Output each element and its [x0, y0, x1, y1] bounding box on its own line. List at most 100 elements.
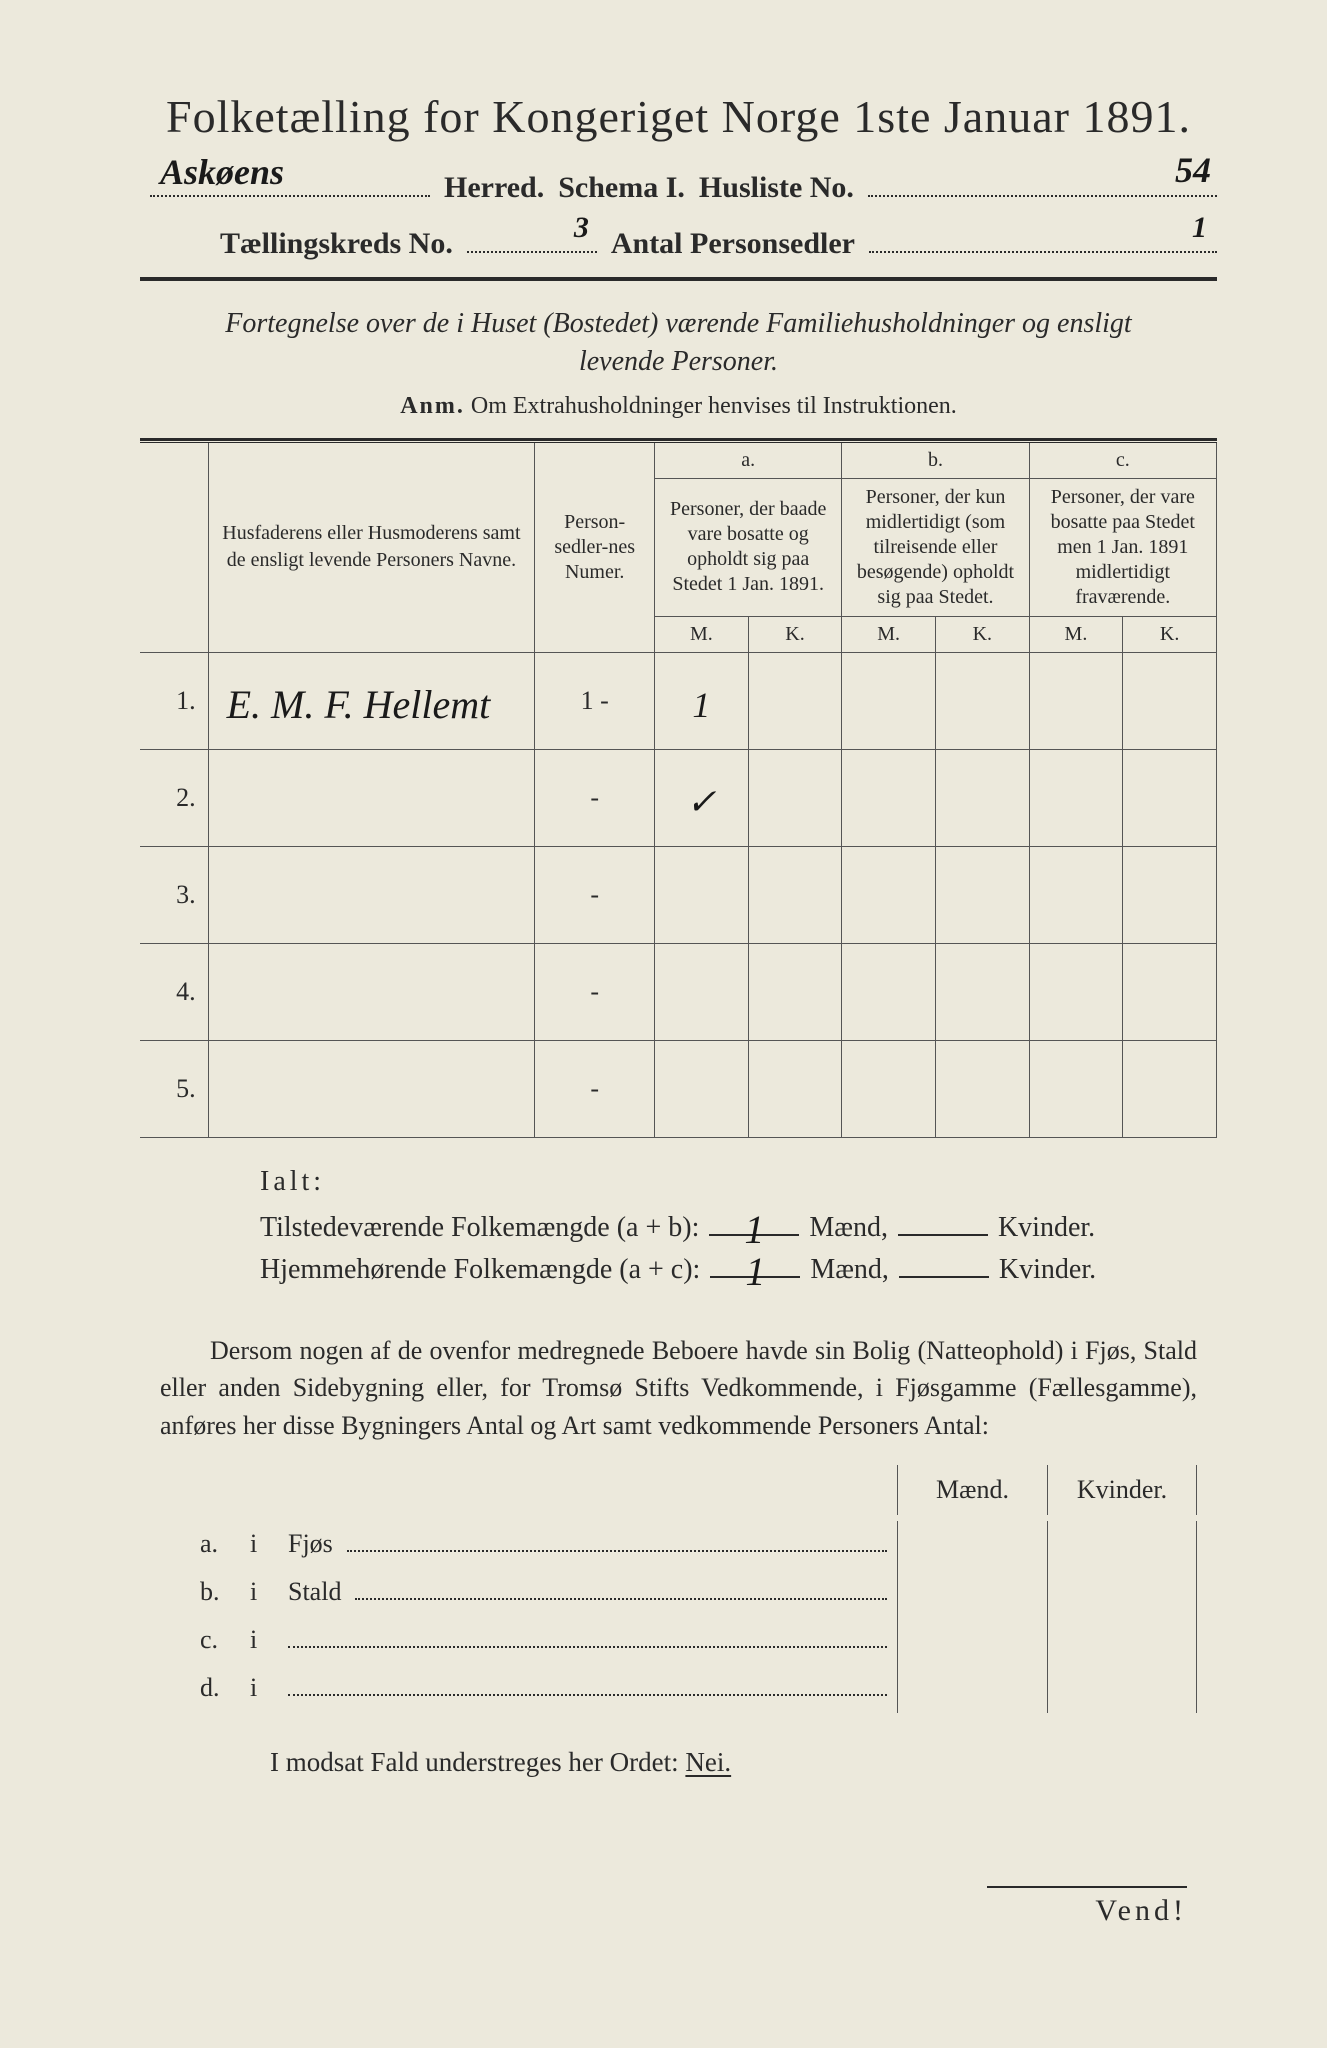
- sum-line-resident: Hjemmehørende Folkemængde (a + c): 1 Mæn…: [260, 1254, 1217, 1286]
- outbuilding-table: Mænd. Kvinder.: [200, 1465, 1197, 1515]
- col-b-head: b.: [842, 441, 1029, 478]
- col-nums-header: Person-sedler-nes Numer.: [535, 441, 655, 652]
- outbuilding-row: a. i Fjøs: [200, 1521, 897, 1569]
- col-a-k: K.: [748, 616, 842, 652]
- herred-value: Askøens: [160, 151, 284, 193]
- table-row: 5.-: [140, 1040, 1217, 1137]
- row-i: i: [250, 1625, 274, 1655]
- cell-bK: [935, 749, 1029, 846]
- outbuilding-paragraph: Dersom nogen af de ovenfor medregnede Be…: [160, 1332, 1197, 1445]
- nei-before: I modsat Fald understreges her Ordet:: [270, 1747, 685, 1777]
- row-dots: [288, 1623, 887, 1648]
- cell-aM: [655, 943, 749, 1040]
- cell-bK: [935, 943, 1029, 1040]
- cell-cK: [1123, 943, 1217, 1040]
- table-row: 3.-: [140, 846, 1217, 943]
- page-title: Folketælling for Kongeriget Norge 1ste J…: [140, 90, 1217, 143]
- row-maend-cell: [897, 1569, 1047, 1617]
- outbuilding-row: b. i Stald: [200, 1569, 897, 1617]
- col-b-text: Personer, der kun midlertidigt (som tilr…: [842, 478, 1029, 616]
- cell-value: 1: [692, 685, 710, 725]
- row-i: i: [250, 1529, 274, 1559]
- cell-aM: ✓: [655, 749, 749, 846]
- header-line-kreds: Tællingskreds No. 3 Antal Personsedler 1: [140, 221, 1217, 261]
- cell-aK: [748, 749, 842, 846]
- ialt-label: Ialt:: [260, 1166, 1217, 1198]
- sum-present-m: 1: [744, 1206, 764, 1253]
- row-number: 4.: [140, 943, 208, 1040]
- col-b-m: M.: [842, 616, 936, 652]
- row-label: Stald: [288, 1577, 341, 1607]
- row-kvinder-cell: [1047, 1617, 1197, 1665]
- col-c-m: M.: [1029, 616, 1123, 652]
- cell-nums: 1 -: [535, 652, 655, 749]
- table-row: 1.E. M. F. Hellemt1 - 1: [140, 652, 1217, 749]
- row-dots: [347, 1527, 887, 1552]
- divider-heavy: [140, 277, 1217, 281]
- cell-cK: [1123, 846, 1217, 943]
- header-line-herred: Askøens Herred. Schema I. Husliste No. 5…: [140, 165, 1217, 205]
- row-letter: b.: [200, 1577, 236, 1607]
- kvinder-label: Kvinder.: [998, 1212, 1095, 1244]
- census-table-body: 1.E. M. F. Hellemt1 - 1 2. -✓ 3.-4.-5.-: [140, 652, 1217, 1137]
- cell-aK: [748, 943, 842, 1040]
- name-cell: E. M. F. Hellemt: [208, 652, 535, 749]
- maend-label: Mænd,: [809, 1212, 888, 1244]
- col-c-k: K.: [1123, 616, 1217, 652]
- name-cell: [208, 943, 535, 1040]
- row-i: i: [250, 1673, 274, 1703]
- cell-bM: [842, 652, 936, 749]
- husliste-value: 54: [1175, 149, 1211, 191]
- cell-aM: [655, 846, 749, 943]
- schema-label: Schema I.: [558, 171, 685, 205]
- anm-text: Om Extrahusholdninger henvises til Instr…: [471, 393, 957, 419]
- cell-cM: [1029, 652, 1123, 749]
- outbuilding-row: d.i: [200, 1665, 897, 1713]
- col-c-head: c.: [1029, 441, 1216, 478]
- name-cell: [208, 1040, 535, 1137]
- cell-nums: -: [535, 846, 655, 943]
- cell-aK: [748, 652, 842, 749]
- row-maend-cell: [897, 1665, 1047, 1713]
- cell-bM: [842, 943, 936, 1040]
- col-a-m: M.: [655, 616, 749, 652]
- row-kvinder-cell: [1047, 1665, 1197, 1713]
- row-number: 1.: [140, 652, 208, 749]
- census-form-page: Folketælling for Kongeriget Norge 1ste J…: [0, 0, 1327, 2048]
- cell-aK: [748, 1040, 842, 1137]
- table-row: 4.-: [140, 943, 1217, 1040]
- name-cell: [208, 846, 535, 943]
- cell-aK: [748, 846, 842, 943]
- cell-aM: 1: [655, 652, 749, 749]
- cell-value: ✓: [686, 782, 716, 822]
- nei-line: I modsat Fald understreges her Ordet: Ne…: [270, 1747, 1217, 1778]
- kvinder-label: Kvinder.: [999, 1254, 1096, 1286]
- bottom-head-kvinder: Kvinder.: [1047, 1465, 1197, 1515]
- antal-label: Antal Personsedler: [611, 227, 855, 261]
- census-table: Husfaderens eller Husmoderens samt de en…: [140, 440, 1217, 1138]
- col-names-header: Husfaderens eller Husmoderens samt de en…: [208, 441, 535, 652]
- kreds-value: 3: [574, 211, 589, 245]
- sum-resident-m: 1: [745, 1248, 765, 1295]
- cell-cK: [1123, 749, 1217, 846]
- row-letter: a.: [200, 1529, 236, 1559]
- vend-label: Vend!: [987, 1886, 1187, 1928]
- name-cell: [208, 749, 535, 846]
- col-b-k: K.: [935, 616, 1029, 652]
- cell-bM: [842, 846, 936, 943]
- cell-cM: [1029, 846, 1123, 943]
- col-a-head: a.: [655, 441, 842, 478]
- cell-aM: [655, 1040, 749, 1137]
- row-maend-cell: [897, 1521, 1047, 1569]
- cell-cM: [1029, 749, 1123, 846]
- outbuilding-rows: a.iFjøsb.iStaldc.id.i: [200, 1521, 1197, 1713]
- row-kvinder-cell: [1047, 1521, 1197, 1569]
- row-dots: [355, 1575, 887, 1600]
- row-i: i: [250, 1577, 274, 1607]
- row-number: 5.: [140, 1040, 208, 1137]
- row-label: Fjøs: [288, 1529, 333, 1559]
- cell-bM: [842, 749, 936, 846]
- herred-label: Herred.: [444, 171, 544, 205]
- row-number: 2.: [140, 749, 208, 846]
- row-maend-cell: [897, 1617, 1047, 1665]
